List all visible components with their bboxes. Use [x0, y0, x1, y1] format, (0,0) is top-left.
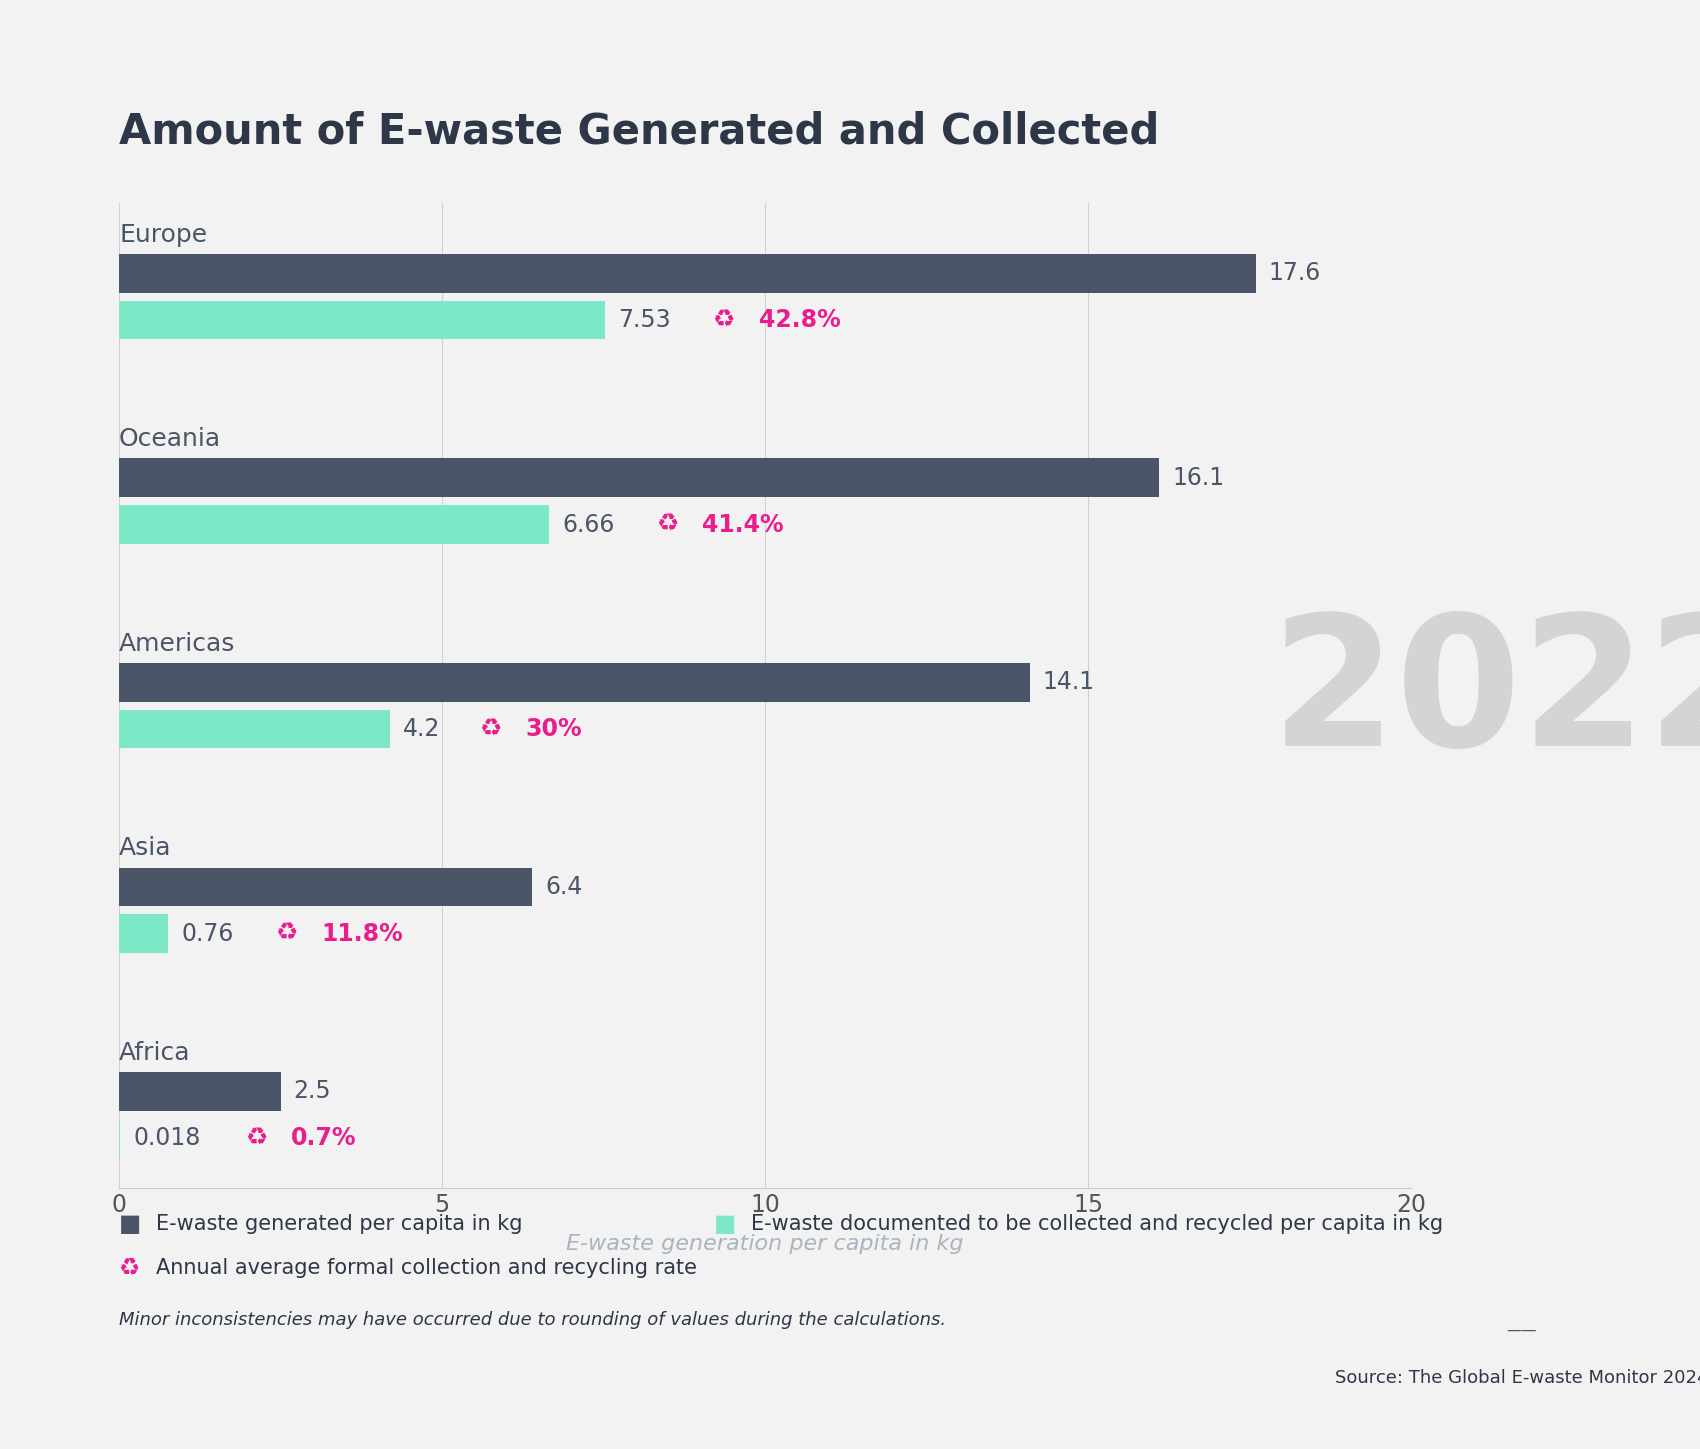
Text: 14.1: 14.1 [1042, 671, 1095, 694]
Text: 6.66: 6.66 [563, 513, 614, 536]
Text: ——: —— [1506, 1323, 1537, 1337]
Text: Source: The Global E-waste Monitor 2024: Source: The Global E-waste Monitor 2024 [1334, 1369, 1700, 1387]
Text: ♻: ♻ [246, 1126, 269, 1151]
Text: 0.7%: 0.7% [291, 1126, 357, 1151]
Text: 2022: 2022 [1270, 607, 1700, 784]
Bar [119, 254, 1256, 293]
Text: 7.53: 7.53 [619, 309, 672, 332]
Bar [119, 868, 532, 907]
Text: 0.018: 0.018 [133, 1126, 201, 1151]
Text: 4.2: 4.2 [403, 717, 440, 740]
Bar [119, 506, 549, 543]
Text: Americas: Americas [119, 632, 235, 656]
Text: Europe: Europe [119, 223, 207, 246]
X-axis label: E-waste generation per capita in kg: E-waste generation per capita in kg [566, 1233, 964, 1253]
Text: 16.1: 16.1 [1171, 467, 1224, 490]
Text: ♻: ♻ [479, 717, 503, 740]
Text: 42.8%: 42.8% [758, 309, 840, 332]
Text: 6.4: 6.4 [546, 875, 583, 898]
Text: 41.4%: 41.4% [702, 513, 784, 536]
Text: ■: ■ [119, 1213, 141, 1236]
Text: ♻: ♻ [275, 922, 299, 946]
Text: Minor inconsistencies may have occurred due to rounding of values during the cal: Minor inconsistencies may have occurred … [119, 1311, 947, 1329]
Text: ♻: ♻ [658, 513, 680, 536]
Bar [119, 914, 168, 953]
Text: 0.76: 0.76 [180, 922, 233, 946]
Text: E-waste generated per capita in kg: E-waste generated per capita in kg [156, 1214, 524, 1235]
Text: ■: ■ [714, 1213, 736, 1236]
Bar [119, 300, 605, 339]
Bar [119, 458, 1159, 497]
Text: 17.6: 17.6 [1268, 261, 1321, 285]
Text: 11.8%: 11.8% [321, 922, 403, 946]
Text: 30%: 30% [525, 717, 581, 740]
Bar [119, 1072, 280, 1111]
Text: Annual average formal collection and recycling rate: Annual average formal collection and rec… [156, 1258, 697, 1278]
Text: Asia: Asia [119, 836, 172, 861]
Text: ♻: ♻ [714, 309, 736, 332]
Text: Amount of E-waste Generated and Collected: Amount of E-waste Generated and Collecte… [119, 110, 1159, 152]
Bar [119, 710, 391, 749]
Text: ♻: ♻ [119, 1256, 139, 1279]
Bar [119, 664, 1030, 701]
Text: Africa: Africa [119, 1040, 190, 1065]
Text: 2.5: 2.5 [294, 1080, 332, 1104]
Text: E-waste documented to be collected and recycled per capita in kg: E-waste documented to be collected and r… [751, 1214, 1443, 1235]
Text: Oceania: Oceania [119, 427, 221, 451]
